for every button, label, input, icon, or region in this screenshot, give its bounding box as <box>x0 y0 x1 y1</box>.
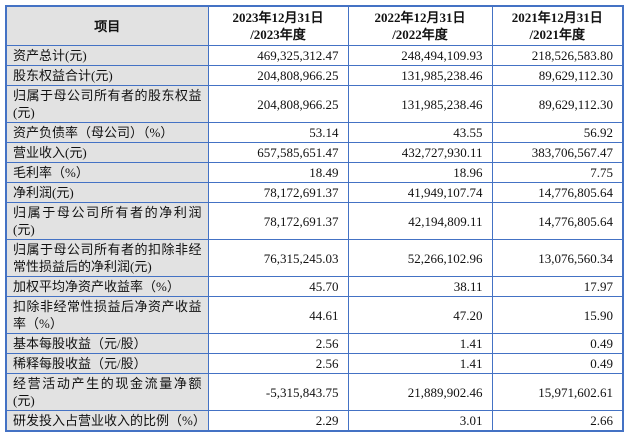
cell-value-2023: 657,585,651.47 <box>207 142 349 163</box>
row-label: 归属于母公司所有者的净利润(元) <box>5 202 209 240</box>
table-row: 归属于母公司所有者的股东权益(元) 204,808,966.25 131,985… <box>5 85 624 123</box>
cell-value-2023: 469,325,312.47 <box>207 45 349 66</box>
table-row: 经营活动产生的现金流量净额(元) -5,315,843.75 21,889,90… <box>5 373 624 411</box>
row-label: 净利润(元) <box>5 182 209 203</box>
table-row: 扣除非经常性损益后净资产收益率（%） 44.61 47.20 15.90 <box>5 296 624 334</box>
cell-value-2023: 45.70 <box>207 276 349 297</box>
row-label: 归属于母公司所有者的股东权益(元) <box>5 85 209 123</box>
table-row: 毛利率（%） 18.49 18.96 7.75 <box>5 162 624 183</box>
header-period-year: /2022年度 <box>392 27 448 42</box>
table-row: 营业收入(元) 657,585,651.47 432,727,930.11 38… <box>5 142 624 163</box>
table-body: 资产总计(元) 469,325,312.47 248,494,109.93 21… <box>5 45 624 432</box>
cell-value-2021: 14,776,805.64 <box>491 182 624 203</box>
cell-value-2021: 56.92 <box>491 122 624 143</box>
cell-value-2023: 44.61 <box>207 296 349 334</box>
header-row: 项目 2023年12月31日 /2023年度 2022年12月31日 /2022… <box>5 5 624 46</box>
cell-value-2021: 15,971,602.61 <box>491 373 624 411</box>
header-period-date: 2023年12月31日 <box>232 10 324 25</box>
cell-value-2022: 43.55 <box>347 122 493 143</box>
row-label: 股东权益合计(元) <box>5 65 209 86</box>
cell-value-2022: 18.96 <box>347 162 493 183</box>
table-row: 股东权益合计(元) 204,808,966.25 131,985,238.46 … <box>5 65 624 86</box>
cell-value-2023: 204,808,966.25 <box>207 65 349 86</box>
row-label: 资产负债率（母公司）（%） <box>5 122 209 143</box>
cell-value-2023: 204,808,966.25 <box>207 85 349 123</box>
table-row: 资产负债率（母公司）（%） 53.14 43.55 56.92 <box>5 122 624 143</box>
cell-value-2022: 248,494,109.93 <box>347 45 493 66</box>
cell-value-2021: 13,076,560.34 <box>491 239 624 277</box>
cell-value-2023: 2.56 <box>207 333 349 354</box>
cell-value-2023: 76,315,245.03 <box>207 239 349 277</box>
cell-value-2021: 89,629,112.30 <box>491 85 624 123</box>
cell-value-2021: 218,526,583.80 <box>491 45 624 66</box>
cell-value-2022: 1.41 <box>347 353 493 374</box>
cell-value-2022: 41,949,107.74 <box>347 182 493 203</box>
cell-value-2022: 131,985,238.46 <box>347 65 493 86</box>
row-label: 归属于母公司所有者的扣除非经常性损益后的净利润(元) <box>5 239 209 277</box>
table-row: 研发投入占营业收入的比例（%） 2.29 3.01 2.66 <box>5 410 624 432</box>
cell-value-2023: 78,172,691.37 <box>207 202 349 240</box>
table-row: 加权平均净资产收益率（%） 45.70 38.11 17.97 <box>5 276 624 297</box>
table-row: 净利润(元) 78,172,691.37 41,949,107.74 14,77… <box>5 182 624 203</box>
row-label: 基本每股收益（元/股） <box>5 333 209 354</box>
cell-value-2021: 17.97 <box>491 276 624 297</box>
cell-value-2023: 18.49 <box>207 162 349 183</box>
cell-value-2023: -5,315,843.75 <box>207 373 349 411</box>
row-label: 营业收入(元) <box>5 142 209 163</box>
header-item-column: 项目 <box>5 5 209 46</box>
cell-value-2022: 432,727,930.11 <box>347 142 493 163</box>
row-label: 扣除非经常性损益后净资产收益率（%） <box>5 296 209 334</box>
table-row: 归属于母公司所有者的扣除非经常性损益后的净利润(元) 76,315,245.03… <box>5 239 624 277</box>
row-label: 加权平均净资产收益率（%） <box>5 276 209 297</box>
cell-value-2023: 2.29 <box>207 410 349 432</box>
header-period-date: 2022年12月31日 <box>374 10 466 25</box>
cell-value-2021: 0.49 <box>491 353 624 374</box>
cell-value-2022: 52,266,102.96 <box>347 239 493 277</box>
row-label: 稀释每股收益（元/股） <box>5 353 209 374</box>
cell-value-2021: 0.49 <box>491 333 624 354</box>
cell-value-2021: 15.90 <box>491 296 624 334</box>
cell-value-2021: 383,706,567.47 <box>491 142 624 163</box>
header-period-date: 2021年12月31日 <box>511 10 603 25</box>
row-label: 经营活动产生的现金流量净额(元) <box>5 373 209 411</box>
cell-value-2021: 14,776,805.64 <box>491 202 624 240</box>
row-label: 资产总计(元) <box>5 45 209 66</box>
header-period-2022: 2022年12月31日 /2022年度 <box>347 5 493 46</box>
cell-value-2021: 7.75 <box>491 162 624 183</box>
table-row: 资产总计(元) 469,325,312.47 248,494,109.93 21… <box>5 45 624 66</box>
header-period-year: /2023年度 <box>250 27 306 42</box>
table-row: 稀释每股收益（元/股） 2.56 1.41 0.49 <box>5 353 624 374</box>
cell-value-2023: 78,172,691.37 <box>207 182 349 203</box>
cell-value-2021: 89,629,112.30 <box>491 65 624 86</box>
cell-value-2022: 42,194,809.11 <box>347 202 493 240</box>
cell-value-2022: 1.41 <box>347 333 493 354</box>
row-label: 毛利率（%） <box>5 162 209 183</box>
cell-value-2022: 3.01 <box>347 410 493 432</box>
table-row: 归属于母公司所有者的净利润(元) 78,172,691.37 42,194,80… <box>5 202 624 240</box>
cell-value-2021: 2.66 <box>491 410 624 432</box>
cell-value-2023: 53.14 <box>207 122 349 143</box>
header-period-2021: 2021年12月31日 /2021年度 <box>491 5 624 46</box>
cell-value-2022: 21,889,902.46 <box>347 373 493 411</box>
header-period-year: /2021年度 <box>529 27 586 42</box>
row-label: 研发投入占营业收入的比例（%） <box>5 410 209 432</box>
cell-value-2022: 38.11 <box>347 276 493 297</box>
financial-summary-table: 项目 2023年12月31日 /2023年度 2022年12月31日 /2022… <box>5 5 624 432</box>
table-row: 基本每股收益（元/股） 2.56 1.41 0.49 <box>5 333 624 354</box>
cell-value-2022: 131,985,238.46 <box>347 85 493 123</box>
cell-value-2022: 47.20 <box>347 296 493 334</box>
cell-value-2023: 2.56 <box>207 353 349 374</box>
header-period-2023: 2023年12月31日 /2023年度 <box>207 5 349 46</box>
